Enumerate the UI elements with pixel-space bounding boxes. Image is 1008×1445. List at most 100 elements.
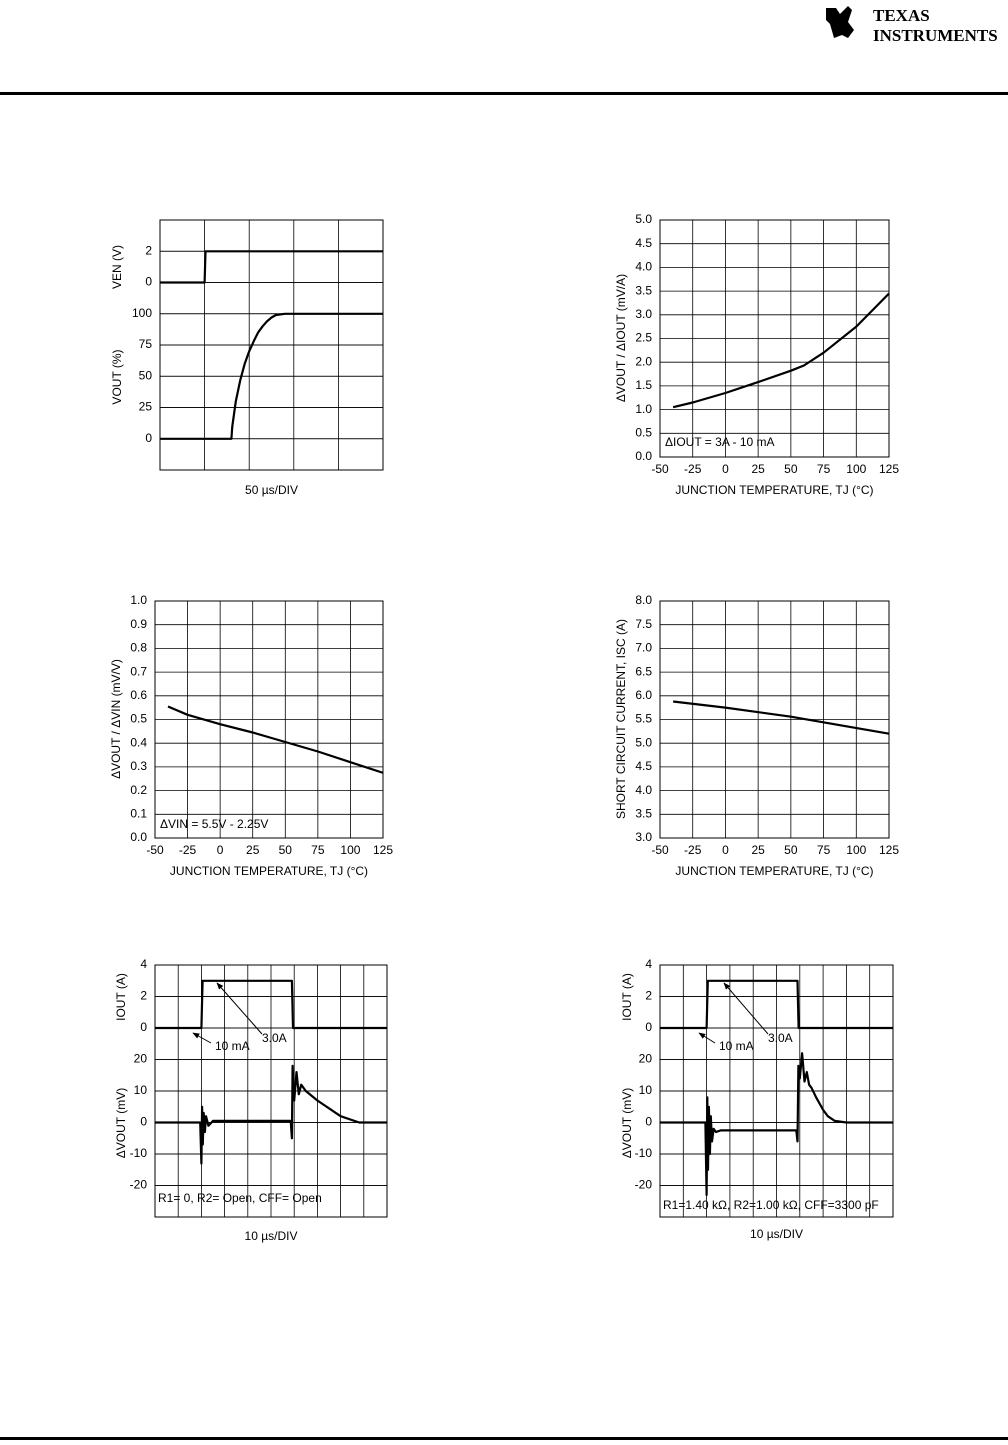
annotation-arrow [192,1032,212,1044]
x-tick-label: -25 [179,843,197,857]
data-line [167,705,384,774]
y-axis-title: ΔVOUT / ΔIOUT (mV/A) [614,274,628,402]
y-tick-label: 3.0 [635,830,652,844]
y-tick-label: 4.0 [635,783,652,797]
y-tick-label: 5.0 [635,735,652,749]
y-axis-title: ΔVOUT (mV) [114,1088,128,1158]
x-axis-title: JUNCTION TEMPERATURE, TJ (°C) [675,483,873,497]
x-axis-title: 10 µs/DIV [245,1229,298,1243]
y2-axis-title: IOUT (A) [114,973,128,1021]
y-tick-label: 25 [139,400,153,414]
x-tick-label: 125 [879,462,899,476]
y-tick-label: 50 [139,368,153,382]
y-axis-title: ΔVOUT (mV) [620,1088,634,1158]
x-tick-label: 50 [784,462,798,476]
y-tick-label: 7.5 [635,617,652,631]
y-tick-label: 20 [134,1052,148,1066]
data-line [672,292,890,409]
y-tick-label: 0.5 [635,425,652,439]
y-tick-label: -20 [130,1178,148,1192]
x-tick-label: -50 [651,462,669,476]
data-line [660,1052,893,1197]
y-tick-label: 100 [132,306,152,320]
y-tick-label: 10 [639,1083,653,1097]
x-axis-title: 10 µs/DIV [750,1227,803,1241]
y-tick-label: 8.0 [635,593,652,607]
x-tick-label: 25 [751,462,765,476]
y-tick-label: 3.5 [635,806,652,820]
y-tick-label: 0.7 [130,664,147,678]
x-tick-label: 75 [311,843,325,857]
y-tick-label: 0 [140,1115,147,1129]
y-tick-label: 20 [639,1052,653,1066]
x-tick-label: -50 [146,843,164,857]
annotation: 3.0A [768,1031,793,1045]
x-axis-title: JUNCTION TEMPERATURE, TJ (°C) [675,864,873,878]
y-tick-label: 4 [140,957,147,971]
y-tick-label: 10 [134,1083,148,1097]
y-tick-label: 0 [145,431,152,445]
x-tick-label: 25 [751,843,765,857]
x-tick-label: 125 [879,843,899,857]
y-tick-label: 0 [645,1020,652,1034]
y-tick-label: -10 [635,1146,653,1160]
y-tick-label: -10 [130,1146,148,1160]
y-tick-label: 0.2 [130,783,147,797]
y-tick-label: 2 [145,243,152,257]
annotation: 3.0A [262,1031,287,1045]
y-tick-label: 5.0 [635,212,652,226]
y-tick-label: 7.0 [635,641,652,655]
y2-axis-title: VEN (V) [110,245,124,289]
annotation: 10 mA [719,1039,754,1053]
y-tick-label: 0.4 [130,735,147,749]
y-tick-label: 3.0 [635,307,652,321]
x-tick-label: 0 [722,843,729,857]
x-tick-label: 100 [340,843,360,857]
annotation: R1= 0, R2= Open, CFF= Open [158,1191,322,1205]
logo-icon [826,6,854,38]
data-line [155,979,387,1030]
y-tick-label: 3.5 [635,283,652,297]
y-tick-label: 0.1 [130,806,147,820]
y-tick-label: 1.0 [635,402,652,416]
y-tick-label: 0.9 [130,617,147,631]
y-tick-label: 2.0 [635,354,652,368]
x-axis-title: 50 µs/DIV [245,483,298,497]
y-tick-label: 6.5 [635,664,652,678]
data-line [660,979,893,1030]
y-tick-label: 4.5 [635,236,652,250]
footer-rule [0,1437,1008,1440]
x-tick-label: 125 [373,843,393,857]
y-tick-label: 0.6 [130,688,147,702]
x-axis-title: JUNCTION TEMPERATURE, TJ (°C) [170,864,368,878]
y-tick-label: 0.3 [130,759,147,773]
y-tick-label: 1.5 [635,378,652,392]
x-tick-label: -50 [651,843,669,857]
annotation: 10 mA [215,1039,250,1053]
logo-text: INSTRUMENTS [873,26,998,45]
x-tick-label: 25 [246,843,260,857]
y2-axis-title: IOUT (A) [620,973,634,1021]
annotation: R1=1.40 kΩ, R2=1.00 kΩ, CFF=3300 pF [663,1198,879,1212]
y-tick-label: 4.5 [635,759,652,773]
y-axis-title: ΔVOUT / ΔVIN (mV/V) [109,659,123,779]
data-line [672,700,890,735]
y-axis-title: VOUT (%) [110,349,124,404]
annotation-arrow [723,982,769,1035]
header-rule [0,92,1008,95]
y-tick-label: 2.5 [635,331,652,345]
annotation: ΔIOUT = 3A - 10 mA [665,435,775,449]
y-tick-label: 4.0 [635,260,652,274]
y-tick-label: 0 [145,275,152,289]
x-tick-label: -25 [684,843,702,857]
x-tick-label: 75 [817,843,831,857]
logo-text: TEXAS [873,6,930,25]
y-tick-label: 1.0 [130,593,147,607]
x-tick-label: 50 [784,843,798,857]
data-line [160,312,383,440]
data-line [155,1064,387,1165]
x-tick-label: 0 [722,462,729,476]
y-tick-label: 0.0 [130,830,147,844]
x-tick-label: 100 [846,843,866,857]
